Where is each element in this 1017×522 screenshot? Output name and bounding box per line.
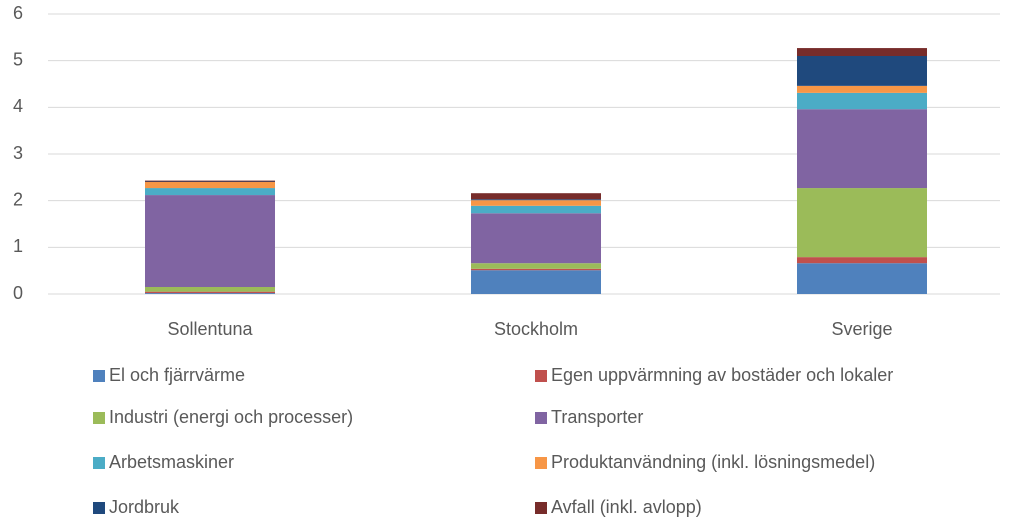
legend-label: Egen uppvärmning av bostäder och lokaler [551,365,893,385]
legend-label: Produktanvändning (inkl. lösningsmedel) [551,452,875,472]
x-tick-label: Stockholm [494,319,578,339]
bar-segment [471,270,601,294]
bar-segment [145,293,275,294]
x-tick-label: Sverige [831,319,892,339]
y-tick-label: 5 [13,49,23,69]
legend-label: Industri (energi och processer) [109,407,353,427]
legend-swatch [535,370,547,382]
bar-segment [471,199,601,201]
legend-swatch [535,502,547,514]
bar-segment [797,56,927,86]
bar-segment [471,268,601,271]
bar-segment [797,109,927,189]
y-tick-label: 2 [13,189,23,209]
legend-label: Avfall (inkl. avlopp) [551,497,702,517]
legend-swatch [93,457,105,469]
bar-segment [145,182,275,189]
bar-segment [145,188,275,196]
bar-segment [797,263,927,294]
y-tick-label: 4 [13,96,23,116]
bar-segment [797,257,927,264]
bar-segment [797,188,927,258]
legend-swatch [535,412,547,424]
legend-label: Arbetsmaskiner [109,452,234,472]
bar-segment [797,92,927,110]
bar-segment [145,180,275,182]
bar-segment [471,193,601,200]
legend-swatch [93,502,105,514]
legend-label: El och fjärrvärme [109,365,245,385]
bar-segment [471,205,601,214]
bar-segment [145,291,275,294]
bar-segment [471,263,601,269]
bar-segment [797,48,927,56]
bar-segment [797,85,927,93]
bar-segment [145,195,275,287]
legend-swatch [93,370,105,382]
y-tick-label: 3 [13,143,23,163]
legend-label: Transporter [551,407,643,427]
y-tick-label: 1 [13,236,23,256]
x-tick-label: Sollentuna [167,319,253,339]
legend-label: Jordbruk [109,497,180,517]
legend-swatch [93,412,105,424]
y-tick-label: 0 [13,283,23,303]
bar-segment [471,213,601,264]
legend-swatch [535,457,547,469]
bar-segment [471,200,601,206]
y-tick-label: 6 [13,3,23,23]
bar-segment [145,287,275,292]
